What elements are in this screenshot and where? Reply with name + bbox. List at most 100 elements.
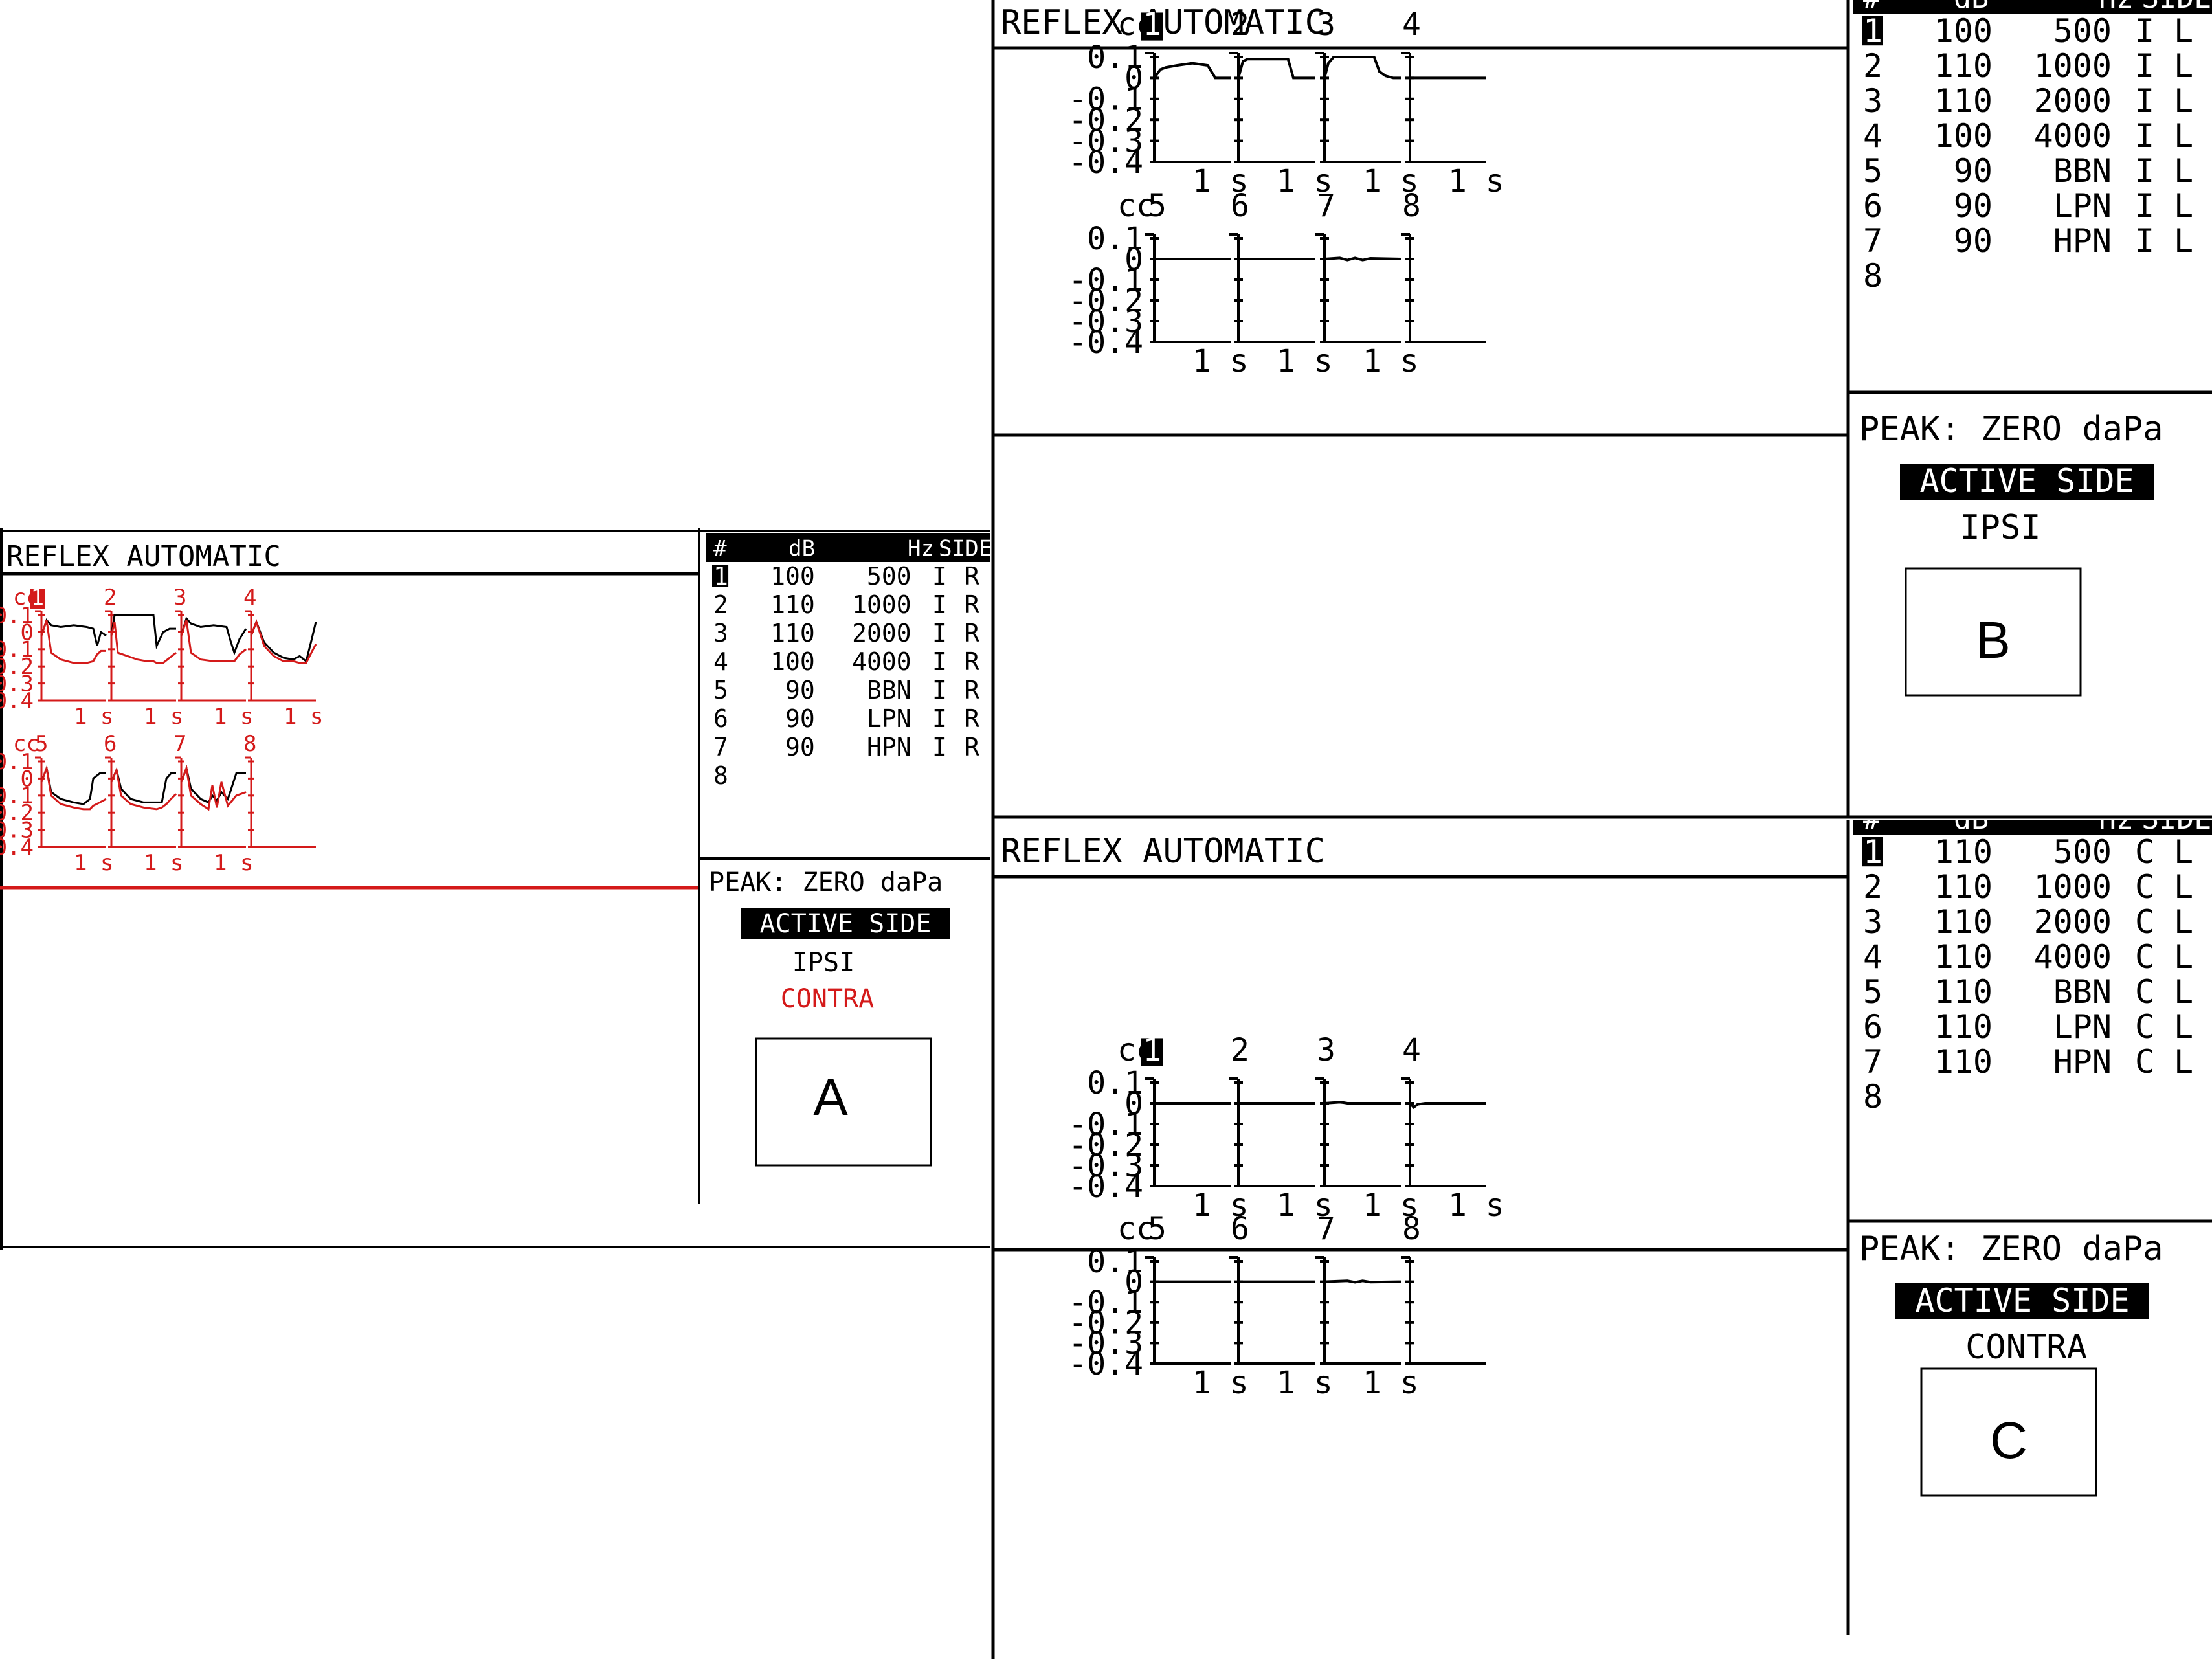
panel-c-y-tick-label: 0 — [1124, 1264, 1143, 1300]
panel-a-table-row-3-hz: 2000 — [852, 619, 911, 647]
panel-a-plot-7-series-contra — [180, 764, 247, 811]
panel-a-plot-4-series-contra — [250, 619, 317, 664]
panel-b-table-row-7-hz: HPN — [2053, 222, 2112, 260]
panel-a-table-header-hz: Hz — [908, 535, 934, 561]
panel-c-plot-4-number: 4 — [1402, 1032, 1421, 1068]
panel-c-table-row-6-hz: LPN — [2053, 1008, 2112, 1046]
panel-b-table-row-4-hz: 4000 — [2034, 117, 2112, 155]
panel-c-plot-1-number-bg — [1141, 1038, 1163, 1066]
panel-b-table-row-4-n: 4 — [1863, 117, 1882, 155]
panel-a-y-tick-label: 0 — [21, 766, 34, 792]
panel-c-plot-7-time-label: 1 s — [1363, 1365, 1419, 1401]
panel-c-table-row-1-highlight — [1862, 837, 1883, 867]
panel-a-table-row-3-db: 110 — [770, 619, 815, 647]
panel-c-table-row-3-side: C — [2135, 903, 2154, 941]
panel-b-table-header-db: dB — [1954, 0, 1989, 15]
panel-c-label: C — [1990, 1411, 2028, 1469]
panel-b-plot-7-time-label: 1 s — [1363, 343, 1419, 379]
panel-a-plot-2-series-contra — [110, 622, 177, 664]
panel-b-plot-3-time-label: 1 s — [1363, 163, 1419, 199]
panel-b-table-row-1-highlight — [1862, 16, 1883, 46]
panel-a-table-row-5-ear: R — [965, 676, 979, 704]
panel-b-table-row-1-hz: 500 — [2053, 12, 2112, 50]
panel-b-y-tick-label: -0.2 — [1068, 102, 1143, 139]
panel-a-plot-2-number: 2 — [104, 585, 117, 611]
panel-b-y-tick-label: -0.3 — [1068, 123, 1143, 159]
panel-b-label-box — [1905, 567, 2082, 697]
panel-c-table-row-8-n: 8 — [1863, 1078, 1882, 1116]
panel-c-table-row-2-hz: 1000 — [2034, 868, 2112, 906]
panel-c-plot-8-number: 8 — [1402, 1211, 1421, 1247]
panel-b-label: B — [1976, 611, 2010, 669]
panel-c-plot-5-number: 5 — [1148, 1211, 1167, 1247]
panel-c-table-row-7-n: 7 — [1863, 1043, 1882, 1081]
panel-a: REFLEX AUTOMATIC 0.10-0.1-0.2-0.3-0.4cc1… — [0, 528, 992, 1250]
panel-b-table-row-1-ear: L — [2174, 12, 2193, 50]
panel-a-table-row-7-side: I — [932, 733, 947, 761]
panel-a-table-row-6-db: 90 — [785, 704, 815, 733]
panel-b-active-side-bg — [1900, 464, 2154, 500]
panel-a-y-tick-label: 0.1 — [0, 749, 34, 775]
panel-c-table-row-5-side: C — [2135, 973, 2154, 1011]
panel-b-table-row-5-hz: BBN — [2053, 152, 2112, 190]
panel-b-table-row-7-side: I — [2135, 222, 2154, 260]
panel-a-table-row-8-n: 8 — [713, 761, 728, 790]
panel-b-table-row-1-side: I — [2135, 12, 2154, 50]
panel-a-table-row-7-db: 90 — [785, 733, 815, 761]
panel-c-table-row-3-ear: L — [2174, 903, 2193, 941]
panel-a-svg: REFLEX AUTOMATIC 0.10-0.1-0.2-0.3-0.4cc1… — [0, 528, 992, 1250]
panel-a-table-row-6-ear: R — [965, 704, 979, 733]
panel-b-y-tick-label: 0.1 — [1087, 221, 1143, 257]
panel-b-table-row-5-ear: L — [2174, 152, 2193, 190]
panel-a-y-tick-label: 0 — [21, 620, 34, 646]
panel-c-plot-3-number: 3 — [1317, 1032, 1335, 1068]
panel-b-plot-7-series-ipsi — [1324, 256, 1402, 262]
panel-a-plot-3-series-contra — [180, 620, 247, 662]
panel-c-peak: PEAK: ZERO daPa — [1859, 1230, 2163, 1268]
panel-b-table-header-num: # — [1863, 0, 1881, 15]
panel-b-y-tick-label: 0 — [1124, 60, 1143, 96]
panel-a-plot-1-series-ipsi — [40, 618, 107, 646]
panel-a-y-tick-label: -0.1 — [0, 783, 34, 809]
panel-a-table-row-7-ear: R — [965, 733, 979, 761]
panel-a-table-header-bg — [706, 533, 990, 562]
panel-a-table-header-db: dB — [788, 535, 815, 561]
panel-b-table-row-5-side: I — [2135, 152, 2154, 190]
panel-c-table-row-2-n: 2 — [1863, 868, 1882, 906]
panel-c-table-row-2-ear: L — [2174, 868, 2193, 906]
panel-c-plot-5-time-label: 1 s — [1192, 1365, 1249, 1401]
panel-a-table-row-2-ear: R — [965, 590, 979, 619]
panel-a-table-row-4-side: I — [932, 647, 947, 676]
panel-c-plot-1-number: 1 — [1143, 1032, 1161, 1068]
panel-a-table-row-1-ear: R — [965, 562, 979, 590]
panel-a-y-tick-label: -0.2 — [0, 800, 34, 826]
panel-c-table-row-5-hz: BBN — [2053, 973, 2112, 1011]
panel-a-table-row-6-hz: LPN — [867, 704, 911, 733]
panel-a-plot-5-time-label: 1 s — [74, 850, 113, 876]
panel-b-plot-6-time-label: 1 s — [1277, 343, 1333, 379]
panel-c-table-row-3-hz: 2000 — [2034, 903, 2112, 941]
panel-c-table-row-3-n: 3 — [1863, 903, 1882, 941]
panel-c-table-row-5-n: 5 — [1863, 973, 1882, 1011]
panel-b-y-tick-label: -0.3 — [1068, 304, 1143, 340]
panel-a-plot-2-time-label: 1 s — [144, 704, 183, 730]
panel-a-y-tick-label: -0.2 — [0, 654, 34, 680]
panel-b-plot-3-number: 3 — [1317, 6, 1335, 43]
panel-a-table-row-7-hz: HPN — [867, 733, 911, 761]
panel-c-title: REFLEX AUTOMATIC — [1001, 832, 1325, 871]
panel-c-table-row-5-db: 110 — [1934, 973, 1993, 1011]
panel-a-plot-5-series-ipsi — [40, 765, 106, 805]
panel-b-table-row-8-n: 8 — [1863, 257, 1882, 295]
panel-c-y-tick-label: 0.1 — [1087, 1065, 1143, 1101]
panel-c-table-row-7-hz: HPN — [2053, 1043, 2112, 1081]
panel-b-table-row-3-n: 3 — [1863, 82, 1882, 120]
panel-c-table-row-7-ear: L — [2174, 1043, 2193, 1081]
panel-a-plot-2-series-ipsi — [110, 614, 176, 649]
panel-a-plot-4-time-label: 1 s — [284, 704, 323, 730]
panel-b-stimulus-table: #dBHzSIDE1100500IL21101000IL31102000IL41… — [1853, 0, 2212, 295]
panel-c-table-row-2-side: C — [2135, 868, 2154, 906]
panel-c-table-row-4-hz: 4000 — [2034, 938, 2112, 976]
panel-b-table-row-1-n: 1 — [1863, 12, 1882, 50]
panel-b-plot-2-series-ipsi — [1237, 58, 1315, 80]
